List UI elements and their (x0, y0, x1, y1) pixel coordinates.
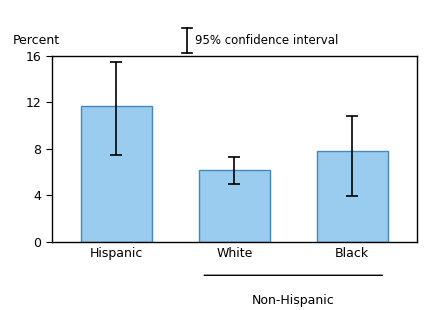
Bar (81, 106, 152, 242)
Text: 95% confidence interval: 95% confidence interval (195, 34, 339, 47)
Text: Non-Hispanic: Non-Hispanic (252, 294, 335, 307)
Text: Percent: Percent (13, 33, 60, 46)
Bar (317, 151, 387, 242)
Bar (199, 170, 270, 242)
